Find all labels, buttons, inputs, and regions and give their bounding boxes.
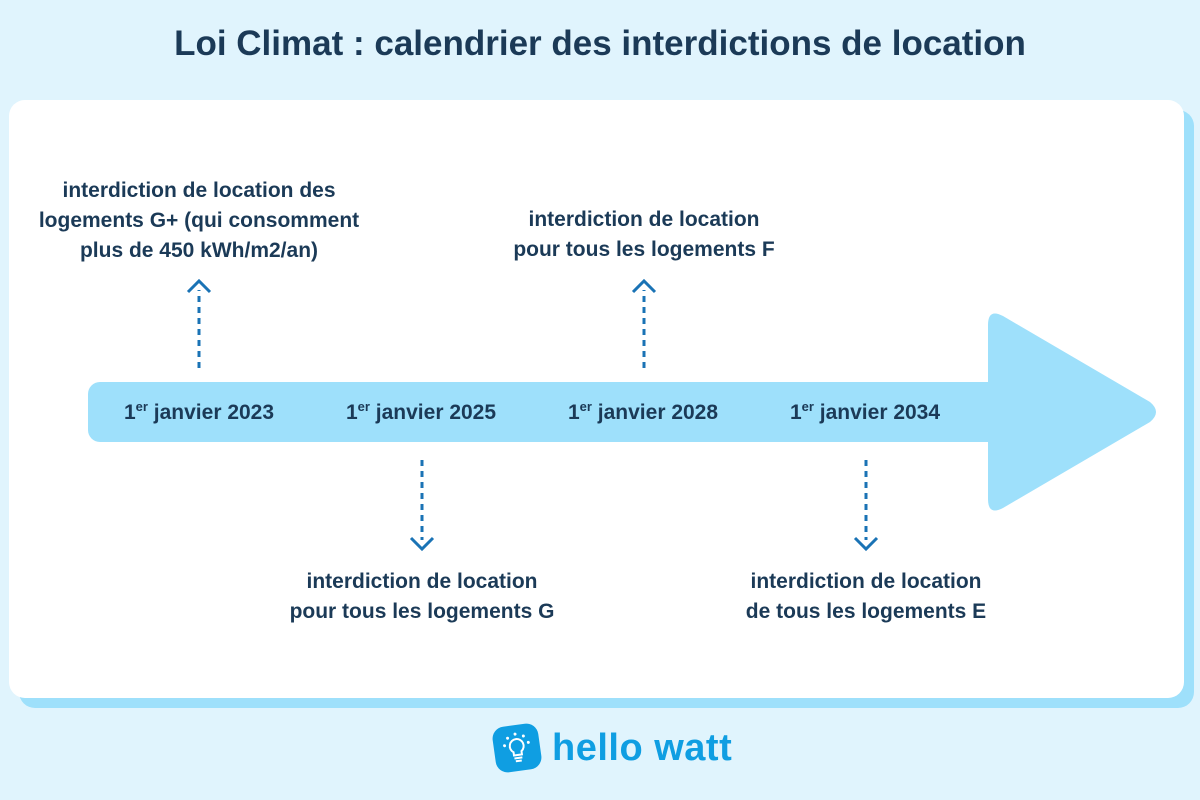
arrow-down-icon xyxy=(853,536,879,552)
date-2023: 1er janvier 2023 xyxy=(123,399,275,424)
arrow-down-icon xyxy=(409,536,435,552)
timeline-bar xyxy=(88,382,1008,442)
event-label-2025: interdiction de location pour tous les lo… xyxy=(289,570,555,623)
date-2034: 1er janvier 2034 xyxy=(789,399,941,424)
hello-watt-logo: hello watt xyxy=(491,722,733,774)
lightbulb-icon xyxy=(491,722,543,774)
date-2028: 1er janvier 2028 xyxy=(567,399,719,424)
event-label-2028: interdiction de location pour tous les lo… xyxy=(513,208,775,261)
timeline-arrowhead xyxy=(988,313,1156,511)
logo-text: hello watt xyxy=(552,726,733,769)
arrow-up-icon xyxy=(631,278,657,294)
event-label-2034: interdiction de location de tous les loge… xyxy=(745,570,987,623)
date-2025: 1er janvier 2025 xyxy=(345,399,497,424)
arrow-up-icon xyxy=(186,278,212,294)
event-label-2023: interdiction de location des logements G+… xyxy=(38,179,360,262)
page-title: Loi Climat : calendrier des interdiction… xyxy=(174,24,1026,63)
